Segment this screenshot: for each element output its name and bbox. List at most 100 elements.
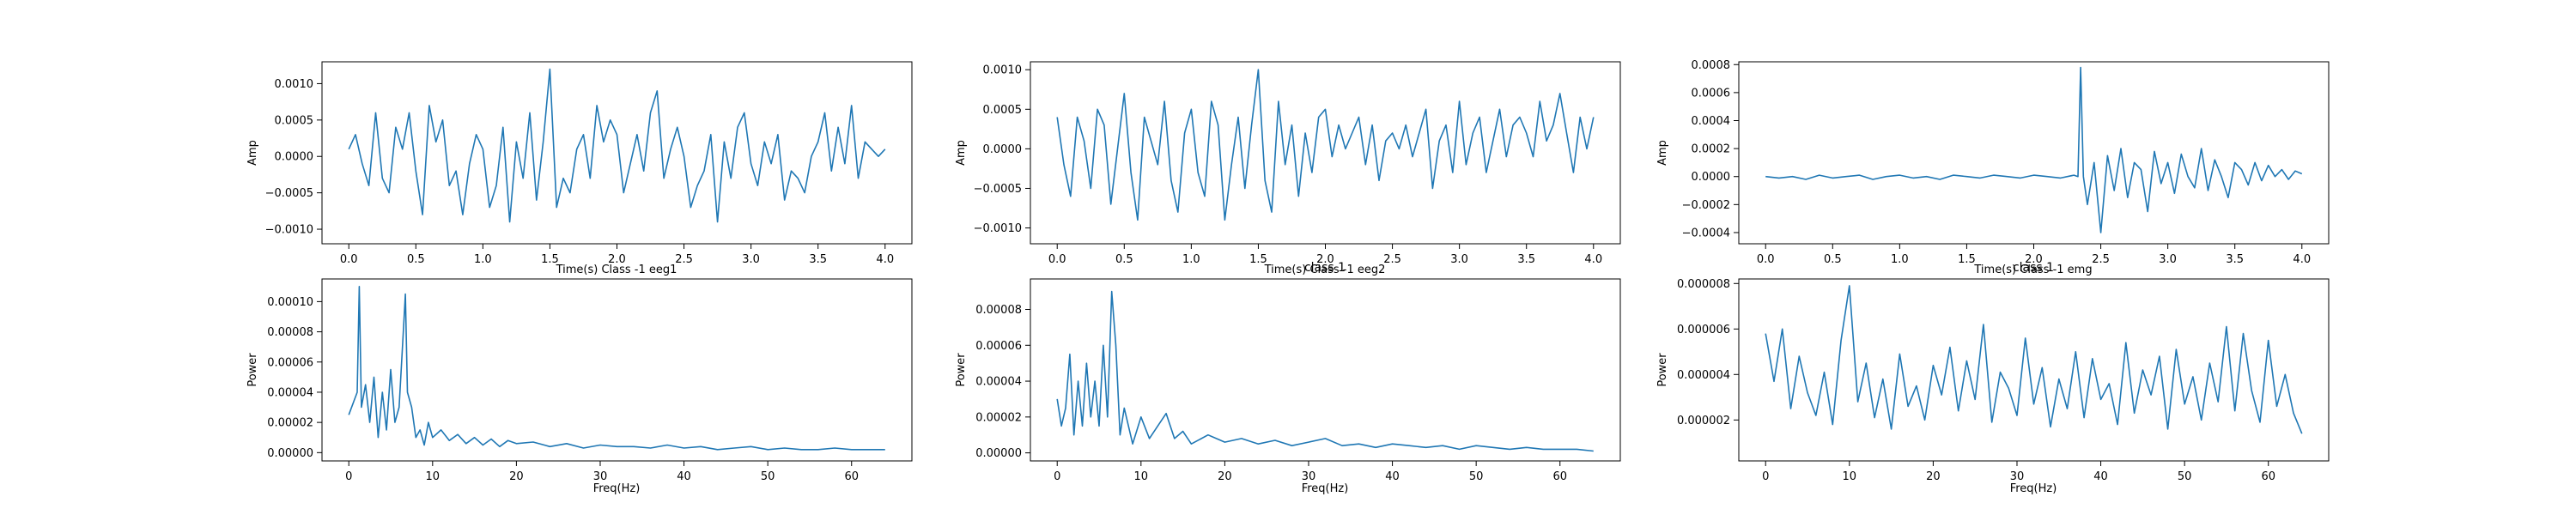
x-tick-label: 4.0 xyxy=(876,253,894,266)
x-tick-label: 10 xyxy=(426,470,440,483)
x-tick-label: 10 xyxy=(1843,470,1857,483)
chart-title: class 1 xyxy=(2013,261,2054,275)
x-tick-label: 30 xyxy=(593,470,608,483)
y-tick-label: 0.00000 xyxy=(267,447,313,460)
series-group: 0 10 20 30 40 50 60 0.00000 0.00002 0.00004 0.0000… xyxy=(975,290,1594,483)
panel-eeg2-power: 0 10 20 30 40 50 60 0.00000 0.00002 0.00004 0.0000… xyxy=(955,278,1621,495)
panel-eeg1-time: 0.0 0.5 1.0 1.5 2.0 2.5 3.0 3.5 4.0 −0.0010 −0.000… xyxy=(246,61,913,276)
x-tick-label: 50 xyxy=(2178,470,2192,483)
y-tick-label: 0.0008 xyxy=(1692,59,1731,72)
y-tick-label: 0.0010 xyxy=(983,64,1023,77)
x-tick-label: 1.5 xyxy=(1958,253,1976,266)
y-tick-label: 0.000004 xyxy=(1677,369,1730,382)
x-tick-label: 0 xyxy=(1762,470,1769,483)
chart-title: class 1 xyxy=(1304,261,1346,275)
y-tick-label: 0.0004 xyxy=(1692,115,1731,128)
x-axis-label: Freq(Hz) xyxy=(593,482,641,495)
y-tick-label: −0.0005 xyxy=(265,187,313,200)
panel-eeg2-time: 0.0 0.5 1.0 1.5 2.0 2.5 3.0 3.5 4.0 −0.0010 −0.000… xyxy=(955,61,1621,276)
y-tick-label: 0.00002 xyxy=(975,411,1022,424)
x-tick-label: 1.0 xyxy=(1182,253,1200,266)
x-axis-label: Time(s) Class -1 eeg1 xyxy=(556,264,677,276)
series-group: 0.0 0.5 1.0 1.5 2.0 2.5 3.0 3.5 4.0 −0.0010 −0.000… xyxy=(265,68,894,266)
x-tick-label: 20 xyxy=(1926,470,1941,483)
y-tick-label: 0.000006 xyxy=(1677,324,1730,336)
series-group: 0.0 0.5 1.0 1.5 2.0 2.5 3.0 3.5 4.0 −0.0004 −0.000… xyxy=(1682,59,2312,266)
series-line-eeg1 xyxy=(348,68,886,223)
series-line-emg xyxy=(1765,66,2303,233)
y-tick-label: −0.0002 xyxy=(1682,199,1730,212)
series-line-eeg2-power xyxy=(1056,290,1594,452)
x-tick-label: 3.5 xyxy=(1517,253,1535,266)
x-tick-label: 50 xyxy=(1469,470,1484,483)
y-tick-label: 0.0000 xyxy=(983,143,1023,156)
x-tick-label: 60 xyxy=(1552,470,1567,483)
y-tick-label: 0.000008 xyxy=(1677,278,1730,291)
series-group: 0 10 20 30 40 50 60 0.000002 0.000004 0.000006 0.0… xyxy=(1677,278,2303,483)
x-axis-label: Freq(Hz) xyxy=(2010,482,2057,495)
x-tick-label: 2.5 xyxy=(675,253,693,266)
x-tick-label: 20 xyxy=(509,470,524,483)
x-tick-label: 2.5 xyxy=(2092,253,2110,266)
series-group: 0 10 20 30 40 50 60 0.00000 0.00002 0.00004 0.0000… xyxy=(267,285,885,483)
x-tick-label: 0.5 xyxy=(1824,253,1842,266)
x-tick-label: 2.0 xyxy=(1316,253,1334,266)
y-tick-label: 0.00002 xyxy=(267,417,313,430)
x-tick-label: 4.0 xyxy=(1584,253,1602,266)
x-tick-label: 0.0 xyxy=(1048,253,1066,266)
x-tick-label: 3.5 xyxy=(2226,253,2244,266)
x-tick-label: 1.0 xyxy=(474,253,492,266)
x-tick-label: 0 xyxy=(345,470,352,483)
x-tick-label: 3.0 xyxy=(2159,253,2177,266)
y-axis-label: Power xyxy=(246,353,259,387)
y-axis-label: Amp xyxy=(1656,140,1669,166)
x-tick-label: 30 xyxy=(2010,470,2025,483)
x-tick-label: 3.0 xyxy=(742,253,760,266)
y-tick-label: −0.0005 xyxy=(974,183,1022,196)
y-tick-label: 0.00006 xyxy=(267,356,313,369)
y-tick-label: 0.0006 xyxy=(1692,87,1731,100)
y-tick-label: 0.0000 xyxy=(1692,171,1731,184)
x-tick-label: 2.0 xyxy=(608,253,626,266)
y-tick-label: 0.0002 xyxy=(1692,143,1731,156)
panel-emg-power: 0 10 20 30 40 50 60 0.000002 0.000004 0.000006 0.0… xyxy=(1656,278,2330,495)
series-group: 0.0 0.5 1.0 1.5 2.0 2.5 3.0 3.5 4.0 −0.0010 −0.000… xyxy=(974,64,1603,266)
y-tick-label: −0.0010 xyxy=(265,224,313,237)
x-tick-label: 4.0 xyxy=(2293,253,2311,266)
x-tick-label: 1.5 xyxy=(541,253,559,266)
series-line-eeg1-power xyxy=(348,285,885,451)
y-tick-label: 0.00004 xyxy=(267,386,313,399)
x-tick-label: 0.0 xyxy=(1757,253,1775,266)
x-tick-label: 0 xyxy=(1054,470,1060,483)
x-tick-label: 1.5 xyxy=(1249,253,1267,266)
y-tick-label: 0.0005 xyxy=(983,104,1023,117)
y-tick-label: 0.0005 xyxy=(275,114,314,127)
y-tick-label: 0.00010 xyxy=(267,296,313,309)
x-axis-label: Freq(Hz) xyxy=(1302,482,1349,495)
y-tick-label: 0.00006 xyxy=(975,340,1022,353)
x-tick-label: 3.0 xyxy=(1450,253,1468,266)
x-tick-label: 0.5 xyxy=(407,253,425,266)
series-line-eeg2 xyxy=(1056,69,1595,221)
x-tick-label: 0.5 xyxy=(1115,253,1133,266)
y-axis-label: Amp xyxy=(955,140,968,166)
panel-emg-time: 0.0 0.5 1.0 1.5 2.0 2.5 3.0 3.5 4.0 −0.0004 −0.000… xyxy=(1656,59,2330,276)
axes-frame xyxy=(1738,278,2330,462)
y-tick-label: 0.00004 xyxy=(975,376,1022,389)
x-tick-label: 10 xyxy=(1134,470,1149,483)
x-tick-label: 20 xyxy=(1218,470,1232,483)
y-tick-label: 0.0000 xyxy=(275,151,314,164)
x-tick-label: 2.0 xyxy=(2025,253,2043,266)
x-tick-label: 1.0 xyxy=(1891,253,1909,266)
y-axis-label: Power xyxy=(1656,353,1669,387)
x-axis-label: Time(s) Class -1 eeg2 xyxy=(1264,264,1386,276)
y-axis-label: Amp xyxy=(246,140,259,166)
y-axis-label: Power xyxy=(955,353,968,387)
x-tick-label: 60 xyxy=(844,470,859,483)
x-tick-label: 40 xyxy=(677,470,691,483)
x-tick-label: 50 xyxy=(761,470,775,483)
panel-eeg1-power: 0 10 20 30 40 50 60 0.00000 0.00002 0.00004 0.0000… xyxy=(246,278,913,495)
x-tick-label: 30 xyxy=(1302,470,1316,483)
